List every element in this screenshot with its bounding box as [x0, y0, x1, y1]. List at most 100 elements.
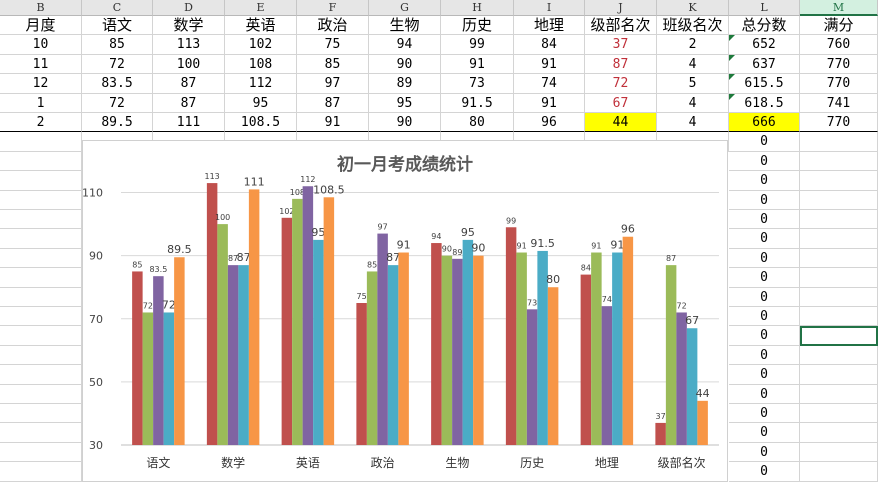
table-cell[interactable]: 0 [729, 462, 800, 482]
table-cell[interactable]: 770 [800, 74, 878, 94]
table-cell[interactable]: 0 [729, 287, 800, 307]
active-cell[interactable] [800, 326, 878, 346]
table-cell[interactable]: 4 [657, 54, 729, 75]
table-cell[interactable]: 99 [441, 35, 514, 55]
table-cell[interactable]: 12 [0, 74, 82, 94]
empty-cell[interactable] [800, 248, 878, 269]
table-cell[interactable]: 0 [729, 190, 800, 210]
bar-chart[interactable]: 初一月考成绩统计 30 50 70 90 110 语文 85 72 83.5 72 89.5 数学 113… [82, 140, 728, 482]
table-cell[interactable]: 90 [369, 54, 441, 75]
table-cell[interactable]: 74 [514, 74, 585, 94]
table-cell[interactable]: 89 [369, 74, 441, 94]
table-cell[interactable]: 100 [153, 54, 225, 75]
column-header-j[interactable]: J [585, 0, 657, 16]
table-cell[interactable]: 5 [657, 74, 729, 94]
table-cell[interactable]: 618.5 [729, 93, 800, 113]
table-cell[interactable]: 637 [729, 54, 800, 75]
table-cell[interactable]: 90 [369, 113, 441, 133]
table-cell[interactable]: 1 [0, 93, 82, 113]
table-cell[interactable]: 91 [514, 93, 585, 113]
table-cell[interactable]: 770 [800, 54, 878, 75]
table-cell[interactable]: 666 [729, 113, 800, 133]
column-header-c[interactable]: C [82, 0, 153, 16]
table-cell[interactable]: 11 [0, 54, 82, 75]
empty-cell[interactable] [800, 151, 878, 172]
empty-cell[interactable] [0, 268, 82, 288]
table-cell[interactable]: 2 [657, 35, 729, 55]
empty-cell[interactable] [0, 248, 82, 269]
table-cell[interactable]: 10 [0, 35, 82, 55]
empty-cell[interactable] [0, 190, 82, 210]
table-cell[interactable]: 83.5 [82, 74, 153, 94]
table-cell[interactable]: 0 [729, 442, 800, 463]
table-cell[interactable]: 37 [585, 35, 657, 55]
table-cell[interactable]: 0 [729, 151, 800, 172]
empty-cell[interactable] [0, 132, 82, 152]
table-cell[interactable]: 87 [153, 74, 225, 94]
table-cell[interactable]: 0 [729, 210, 800, 230]
table-cell[interactable]: 95 [369, 93, 441, 113]
empty-cell[interactable] [0, 404, 82, 424]
table-cell[interactable]: 87 [297, 93, 369, 113]
empty-cell[interactable] [800, 404, 878, 424]
header-cell[interactable]: 政治 [297, 16, 369, 36]
table-cell[interactable]: 95 [225, 93, 297, 113]
column-header-k[interactable]: K [657, 0, 729, 16]
table-cell[interactable]: 760 [800, 35, 878, 55]
header-cell[interactable]: 英语 [225, 16, 297, 36]
empty-cell[interactable] [800, 190, 878, 210]
table-cell[interactable]: 80 [441, 113, 514, 133]
table-cell[interactable]: 89.5 [82, 113, 153, 133]
table-cell[interactable]: 44 [585, 113, 657, 133]
table-cell[interactable]: 85 [297, 54, 369, 75]
header-cell[interactable]: 地理 [514, 16, 585, 36]
empty-cell[interactable] [0, 287, 82, 307]
empty-cell[interactable] [800, 210, 878, 230]
table-cell[interactable]: 0 [729, 307, 800, 327]
header-cell[interactable]: 满分 [800, 16, 878, 36]
header-cell[interactable]: 级部名次 [585, 16, 657, 36]
table-cell[interactable]: 84 [514, 35, 585, 55]
table-cell[interactable]: 4 [657, 93, 729, 113]
table-cell[interactable]: 0 [729, 404, 800, 424]
table-cell[interactable]: 652 [729, 35, 800, 55]
table-cell[interactable]: 0 [729, 384, 800, 404]
table-cell[interactable]: 615.5 [729, 74, 800, 94]
table-cell[interactable]: 91 [441, 54, 514, 75]
column-header-h[interactable]: H [441, 0, 514, 16]
empty-cell[interactable] [0, 229, 82, 249]
empty-cell[interactable] [0, 326, 82, 346]
empty-cell[interactable] [0, 365, 82, 385]
header-cell[interactable]: 语文 [82, 16, 153, 36]
table-cell[interactable]: 72 [82, 93, 153, 113]
empty-cell[interactable] [0, 171, 82, 191]
table-cell[interactable]: 87 [585, 54, 657, 75]
table-cell[interactable]: 0 [729, 268, 800, 288]
empty-cell[interactable] [0, 345, 82, 366]
table-cell[interactable]: 0 [729, 171, 800, 191]
header-cell[interactable]: 月度 [0, 16, 82, 36]
empty-cell[interactable] [0, 307, 82, 327]
table-cell[interactable]: 741 [800, 93, 878, 113]
table-cell[interactable]: 113 [153, 35, 225, 55]
column-header-g[interactable]: G [369, 0, 441, 16]
table-cell[interactable]: 91.5 [441, 93, 514, 113]
table-cell[interactable]: 2 [0, 113, 82, 133]
empty-cell[interactable] [800, 132, 878, 152]
table-cell[interactable]: 91 [514, 54, 585, 75]
table-cell[interactable]: 72 [585, 74, 657, 94]
table-cell[interactable]: 91 [297, 113, 369, 133]
empty-cell[interactable] [0, 442, 82, 463]
column-header-f[interactable]: F [297, 0, 369, 16]
header-cell[interactable]: 历史 [441, 16, 514, 36]
table-cell[interactable]: 0 [729, 365, 800, 385]
table-cell[interactable]: 0 [729, 229, 800, 249]
table-cell[interactable]: 72 [82, 54, 153, 75]
table-cell[interactable]: 67 [585, 93, 657, 113]
table-cell[interactable]: 87 [153, 93, 225, 113]
empty-cell[interactable] [800, 287, 878, 307]
table-cell[interactable]: 112 [225, 74, 297, 94]
table-cell[interactable]: 4 [657, 113, 729, 133]
table-cell[interactable]: 73 [441, 74, 514, 94]
table-cell[interactable]: 97 [297, 74, 369, 94]
